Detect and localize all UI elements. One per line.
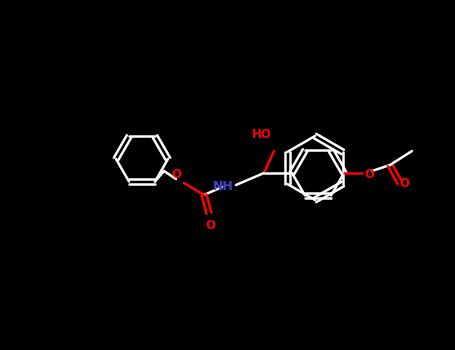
Text: O: O bbox=[364, 168, 374, 181]
Text: O: O bbox=[205, 219, 215, 232]
Text: NH: NH bbox=[213, 180, 234, 193]
Text: O: O bbox=[399, 177, 409, 190]
Text: O: O bbox=[171, 168, 181, 181]
Text: HO: HO bbox=[252, 128, 272, 141]
